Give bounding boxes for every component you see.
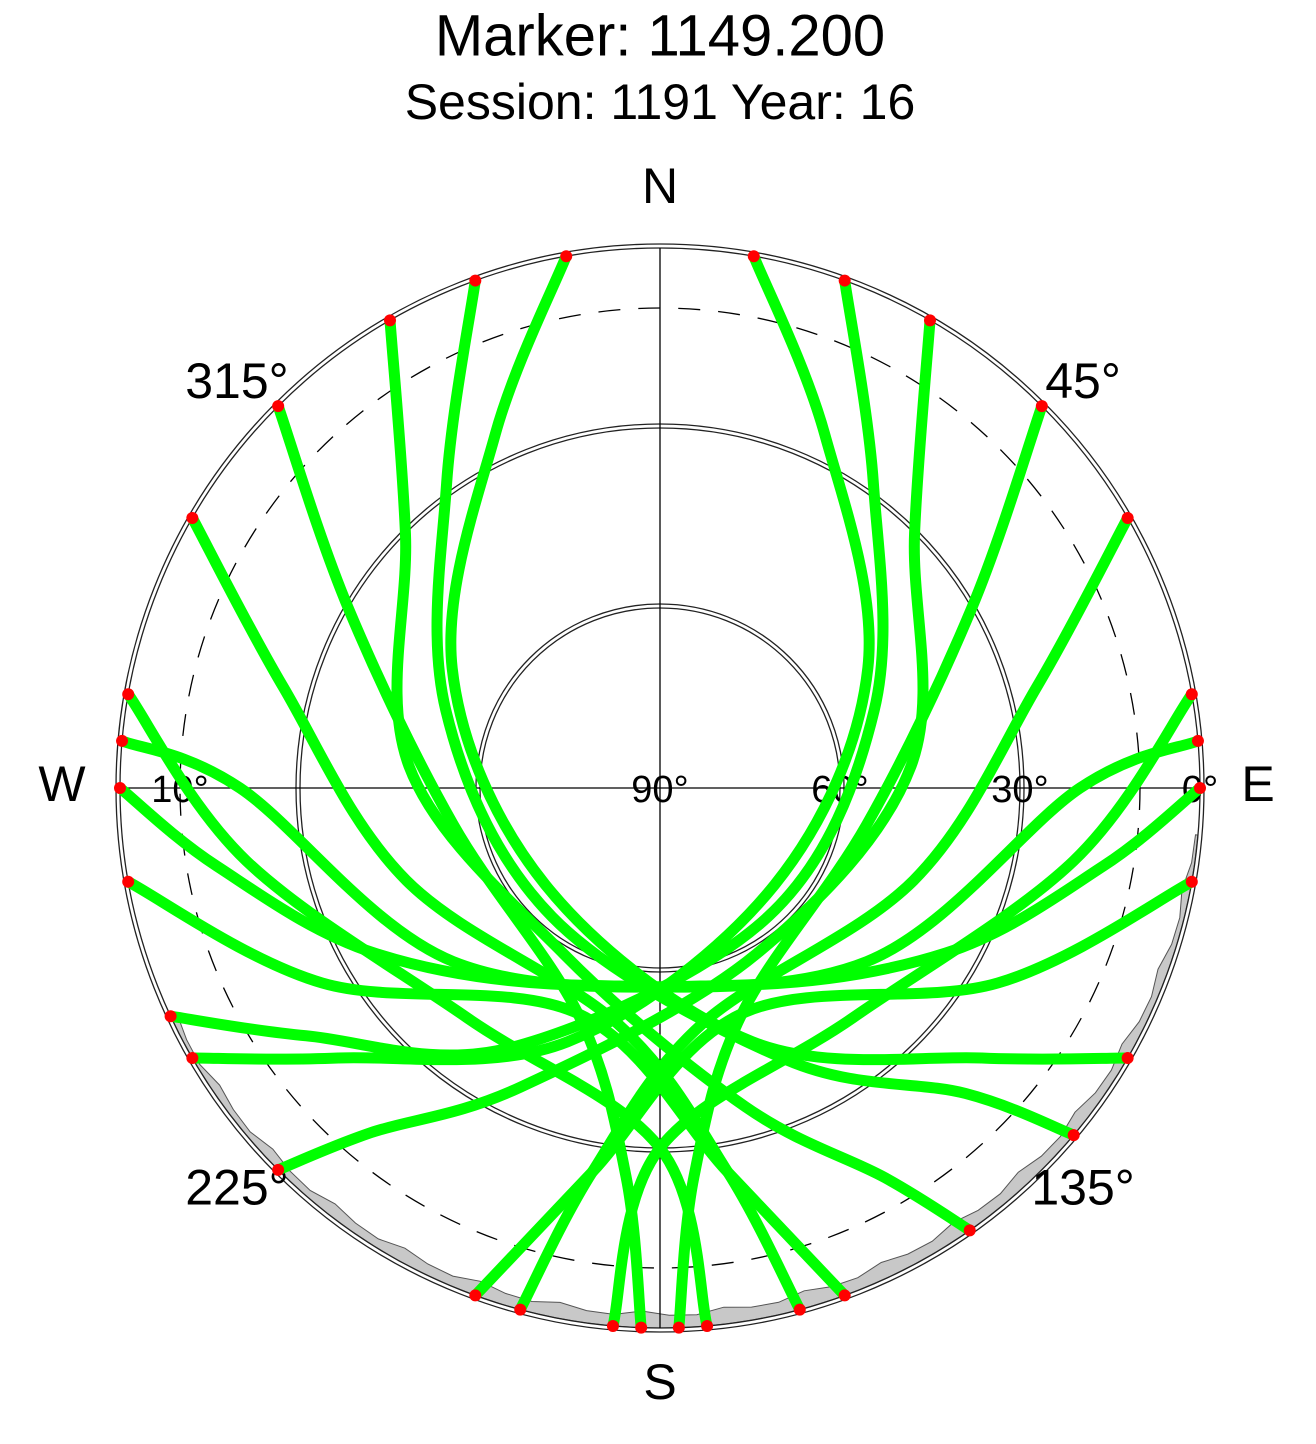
satellite-track [272,314,936,1176]
chart-subtitle: Session: 1191 Year: 16 [405,74,916,130]
satellite-track [116,735,1206,993]
track-endpoint [672,1321,685,1334]
track-endpoint [186,1052,199,1064]
track-endpoint [1185,688,1198,701]
track-endpoint [122,688,135,701]
satellite-track [445,250,1134,1066]
track-endpoint [924,314,936,327]
azimuth-label: 135° [1031,1159,1134,1215]
track-endpoint [635,1321,648,1334]
track-endpoint [272,1163,285,1176]
azimuth-label: 315° [185,353,288,409]
track-endpoint [272,400,285,413]
track-endpoint [838,274,851,287]
track-endpoint [747,250,760,263]
track-endpoint [469,1289,482,1302]
track-endpoint [1035,400,1048,413]
elevation-label: 30° [991,769,1048,811]
satellite-track [122,688,713,1332]
track-endpoint [114,782,126,794]
track-endpoint [701,1319,714,1332]
satellite-track [165,275,889,1061]
azimuth-label: N [642,158,678,214]
satellite-track [607,688,1198,1332]
azimuth-label: 225° [185,1159,288,1215]
chart-title: Marker: 1149.200 [435,3,885,68]
track-endpoint [1121,1052,1134,1064]
satellite-track [384,314,976,1236]
track-endpoint [122,875,135,888]
azimuth-label: E [1241,756,1274,812]
track-endpoint [963,1224,976,1237]
track-endpoint [606,1319,619,1332]
track-endpoint [186,512,199,524]
track-endpoint [793,1303,806,1316]
track-endpoint [1067,1129,1080,1142]
track-endpoint [1191,734,1204,747]
azimuth-label: S [643,1354,676,1410]
track-endpoint [384,314,396,327]
track-endpoint [116,734,129,747]
track-endpoint [838,1289,851,1302]
track-endpoint [1194,782,1206,794]
track-endpoint [469,274,482,287]
track-endpoint [164,1010,177,1023]
azimuth-label: W [38,756,86,812]
satellite-track [431,275,1080,1141]
satellite-track [186,250,875,1066]
satellite-track [673,400,1048,1334]
track-endpoint [1121,512,1134,524]
track-endpoint [1185,875,1198,888]
satellite-track [272,400,647,1334]
track-endpoint [514,1303,527,1316]
azimuth-label: 45° [1045,353,1121,409]
track-endpoint [560,250,573,263]
